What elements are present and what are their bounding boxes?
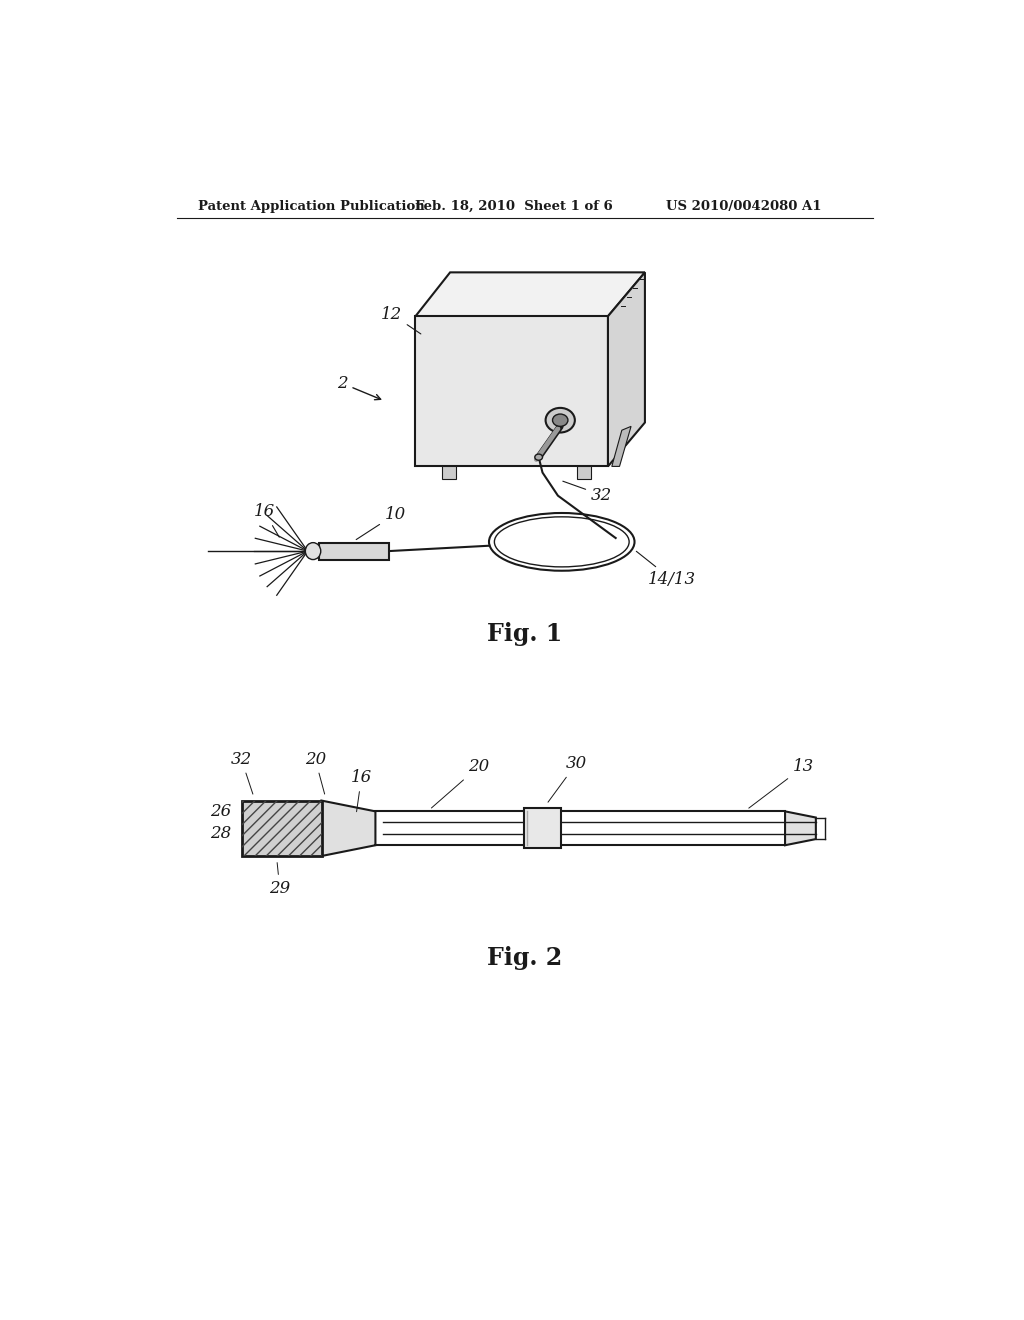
Text: Patent Application Publication: Patent Application Publication (199, 199, 425, 213)
Text: 32: 32 (230, 751, 253, 795)
Text: 20: 20 (431, 758, 489, 808)
Text: US 2010/0042080 A1: US 2010/0042080 A1 (666, 199, 821, 213)
Text: Feb. 18, 2010  Sheet 1 of 6: Feb. 18, 2010 Sheet 1 of 6 (416, 199, 613, 213)
Bar (243, 800, 322, 857)
Text: 30: 30 (548, 755, 587, 803)
Ellipse shape (305, 543, 321, 560)
Text: 2: 2 (337, 375, 381, 400)
Text: 26: 26 (210, 803, 231, 820)
Text: 32: 32 (563, 482, 612, 503)
Text: 14/13: 14/13 (636, 552, 696, 589)
Text: 29: 29 (269, 863, 291, 898)
Polygon shape (608, 272, 645, 466)
Text: 16: 16 (254, 503, 280, 537)
Text: 12: 12 (381, 305, 421, 334)
Polygon shape (416, 317, 608, 466)
Text: 13: 13 (749, 758, 814, 808)
Text: Fig. 2: Fig. 2 (487, 945, 562, 970)
Bar (578, 466, 591, 479)
Polygon shape (322, 800, 376, 857)
Text: 16: 16 (351, 770, 372, 812)
Text: 20: 20 (304, 751, 326, 795)
Ellipse shape (553, 414, 568, 426)
Polygon shape (416, 272, 645, 317)
Polygon shape (611, 426, 631, 466)
Bar (243, 800, 322, 857)
Polygon shape (785, 812, 816, 845)
Text: 10: 10 (356, 506, 406, 540)
Ellipse shape (535, 454, 543, 461)
Bar (319, 543, 388, 560)
Bar (442, 466, 457, 479)
Text: Fig. 1: Fig. 1 (487, 622, 562, 647)
Ellipse shape (546, 408, 574, 433)
Text: 28: 28 (210, 825, 231, 842)
Bar (524, 808, 561, 849)
